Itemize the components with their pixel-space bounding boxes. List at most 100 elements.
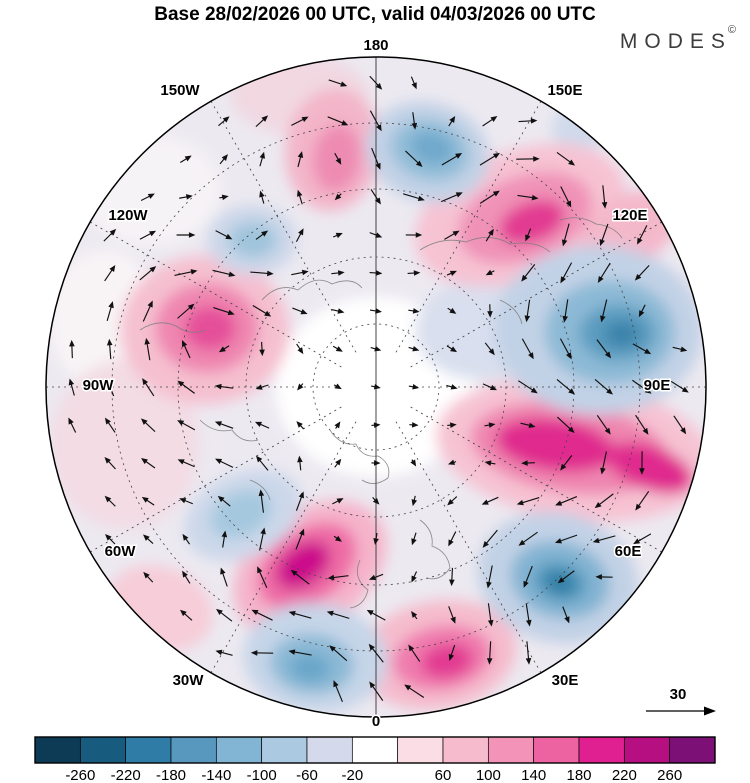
wind-arrow-head <box>254 421 262 428</box>
colorbar-tick-label: -180 <box>156 767 186 783</box>
wind-arrow-head <box>597 275 604 283</box>
coastline <box>499 299 523 325</box>
colorbar-tick-label: 180 <box>566 767 591 783</box>
wind-arrow-head <box>142 534 150 541</box>
wind-arrow-head <box>639 468 645 475</box>
longitude-labels: 180 150E 120E 90E 60E 30E 0 30W 60W 90W 120W 150W <box>81 36 672 732</box>
wind-arrow-head <box>334 193 342 201</box>
wind-arrow-head <box>106 338 113 346</box>
wind-arrow-head <box>411 611 418 618</box>
wind-arrow-head <box>297 347 304 355</box>
wind-arrow-head <box>261 115 269 122</box>
wind-arrow-head <box>181 339 188 348</box>
wind-arrow-head <box>300 308 308 315</box>
wind-arrow-head <box>566 352 572 360</box>
wind-arrow-head <box>417 195 425 202</box>
wind-arrow-head <box>215 458 223 465</box>
wind-arrow-head <box>449 307 457 314</box>
wind-arrow-head <box>565 200 572 208</box>
wind-arrow-head <box>366 609 374 616</box>
colorbar-cell <box>533 736 580 764</box>
wind-arrow-head <box>554 538 562 544</box>
colorbar-cell <box>125 736 172 764</box>
wind-arrow-head <box>488 228 494 236</box>
longitude-label: 90E <box>644 377 671 394</box>
wind-arrow-head <box>221 530 228 538</box>
wind-arrow-head <box>482 541 489 548</box>
wind-arrow-head <box>149 266 157 273</box>
wind-arrow-head <box>149 230 157 237</box>
wind-arrow-head <box>562 315 568 323</box>
longitude-label: 90W <box>83 377 115 394</box>
colorbar-cell <box>669 736 716 764</box>
wind-arrow-head <box>600 467 606 475</box>
wind-arrow-head <box>177 459 185 465</box>
wind-arrow-head <box>448 539 454 547</box>
longitude-label: 150E <box>547 82 582 99</box>
coastline <box>559 217 623 239</box>
longitude-label: 30W <box>173 672 205 689</box>
longitude-label: 60W <box>105 543 137 560</box>
wind-arrow-head <box>105 534 112 541</box>
wind-arrow-head <box>681 386 689 393</box>
meridian-line <box>90 221 342 368</box>
wind-arrow-head <box>187 303 195 311</box>
wind-arrow-head <box>481 499 489 505</box>
colorbar-tick-label: -20 <box>341 767 363 783</box>
wind-arrow-head <box>486 658 493 665</box>
colorbar-tick-label: -260 <box>65 767 95 783</box>
colorbar-tick-label: 140 <box>521 767 546 783</box>
wind-arrow-head <box>595 574 602 580</box>
meridian-line <box>395 421 542 673</box>
wind-arrow-head <box>298 228 304 236</box>
wind-arrow-head <box>182 533 189 541</box>
wind-arrow-head <box>368 574 377 580</box>
wind-arrow-head <box>373 460 381 466</box>
wind-arrow-head <box>255 455 263 463</box>
colorbar-tick-label: 260 <box>657 767 682 783</box>
wind-arrow-head <box>255 384 263 390</box>
reference-arrow-label: 30 <box>670 686 687 703</box>
wind-arrow-head <box>182 570 188 578</box>
wind-arrow-head <box>334 421 341 429</box>
wind-arrow-head <box>333 680 339 688</box>
wind-arrow-head <box>412 308 420 314</box>
wind-arrow-head <box>341 120 349 126</box>
wind-arrow-head <box>592 537 600 544</box>
wind-arrow-head <box>415 232 423 238</box>
anomaly-blob <box>184 306 236 350</box>
longitude-label: 180 <box>363 37 388 54</box>
longitude-label: 120E <box>612 207 647 224</box>
wind-arrow-head <box>560 276 566 284</box>
wind-arrow-head <box>104 417 111 425</box>
wind-arrow-head <box>521 274 528 282</box>
wind-arrow-head <box>633 538 641 545</box>
wind-arrow-head <box>259 349 265 357</box>
wind-arrow-head <box>485 269 493 276</box>
wind-arrow-head <box>296 421 303 428</box>
wind-arrow-head <box>533 156 540 162</box>
wind-arrow-head <box>555 500 563 506</box>
wind-arrow-head <box>337 308 345 314</box>
wind-arrow-head <box>568 388 576 395</box>
wind-arrow-head <box>525 234 531 242</box>
wind-arrow-head <box>375 197 381 205</box>
colorbar-cell <box>351 736 399 764</box>
wind-arrow-head <box>373 422 381 428</box>
anomaly-blob <box>275 541 331 589</box>
wind-arrow-head <box>297 383 304 391</box>
wind-arrow-head <box>215 649 223 656</box>
wind-arrow-head <box>251 609 259 616</box>
anomaly-blob <box>229 222 277 258</box>
wind-arrow-head <box>530 118 538 124</box>
meridian-line <box>210 421 357 673</box>
wind-arrow-head <box>369 681 376 689</box>
wind-arrow-head <box>221 194 229 201</box>
wind-arrow-head <box>337 270 345 276</box>
wind-arrow-head <box>214 421 222 427</box>
wind-arrow-head <box>214 383 222 390</box>
anomaly-blob <box>607 442 693 494</box>
wind-arrow-head <box>334 383 342 390</box>
wind-arrow-head <box>450 616 456 624</box>
